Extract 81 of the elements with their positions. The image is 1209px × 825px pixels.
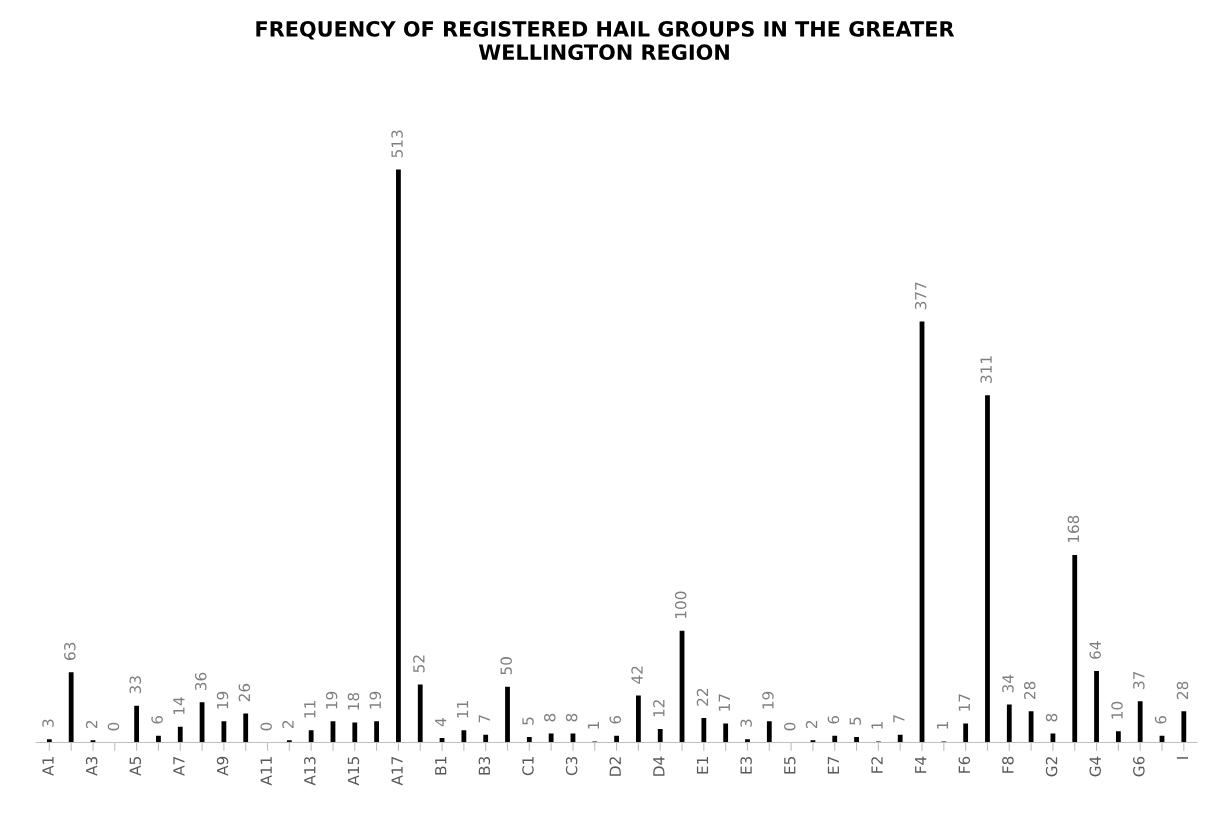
data-label: 50 (500, 657, 512, 675)
chart-title: FREQUENCY OF REGISTERED HAIL GROUPS IN THE GREATER WELLINGTON REGION (256, 20, 955, 61)
data-label: 8 (565, 713, 578, 722)
data-label: 10 (1111, 701, 1123, 719)
x-tick-label: A13 (304, 756, 316, 786)
x-tick-label: E1 (696, 757, 709, 774)
data-label: 7 (893, 715, 905, 723)
data-label: 11 (456, 701, 469, 718)
data-label: 17 (958, 694, 970, 711)
data-label: 100 (674, 591, 687, 619)
x-tick-label: A3 (85, 756, 98, 776)
x-tick-label: D2 (609, 757, 621, 776)
x-tick-label: G4 (1089, 756, 1101, 777)
x-tick-label: A17 (391, 757, 403, 786)
data-label: 2 (282, 720, 294, 729)
data-label: 28 (1023, 681, 1036, 699)
data-label: 64 (1089, 641, 1101, 659)
data-label: 19 (762, 691, 774, 709)
data-label: 2 (85, 720, 98, 729)
data-label: 2 (805, 720, 818, 729)
data-label: 8 (1045, 713, 1058, 722)
data-label: 11 (304, 701, 316, 718)
data-label: 18 (347, 692, 360, 710)
data-label: 52 (413, 655, 425, 673)
x-tick-label: B1 (435, 757, 447, 775)
data-label: 1 (936, 721, 949, 729)
x-tick-label: C1 (522, 757, 534, 776)
x-tick-label: F2 (871, 757, 883, 773)
data-label: 3 (740, 719, 752, 727)
data-label: 17 (718, 694, 730, 711)
data-label: 19 (216, 691, 229, 709)
data-label: 34 (1002, 674, 1014, 693)
x-tick-label: I (1176, 757, 1189, 759)
data-label: 26 (238, 683, 251, 702)
x-tick-label: E3 (740, 756, 752, 774)
data-label: 42 (631, 666, 643, 684)
data-label: 513 (391, 130, 403, 158)
data-label: 12 (653, 700, 665, 717)
data-label: 377 (914, 282, 927, 310)
data-label: 6 (151, 715, 163, 724)
data-label: 311 (980, 356, 992, 383)
data-label: 63 (64, 642, 76, 660)
x-tick-label: A1 (42, 757, 54, 776)
data-label: 1 (871, 721, 883, 729)
data-label: 22 (696, 688, 709, 706)
data-label: 37 (1133, 671, 1145, 689)
x-tick-label: A5 (129, 757, 142, 776)
data-label: 14 (173, 697, 185, 715)
data-label: 8 (544, 713, 556, 722)
x-tick-label: E5 (784, 757, 796, 774)
x-tick-label: E7 (827, 757, 839, 774)
x-tick-label: G2 (1045, 757, 1058, 777)
data-label: 1 (587, 721, 599, 729)
data-label: 7 (478, 715, 490, 723)
data-label: 4 (435, 718, 447, 727)
data-label: 6 (609, 715, 622, 724)
data-label: 5 (522, 717, 534, 725)
data-label: 6 (827, 715, 840, 724)
x-tick-label: F6 (958, 756, 971, 773)
x-tick-label: A7 (173, 757, 185, 776)
x-tick-label: F8 (1002, 756, 1014, 773)
data-label: 33 (129, 676, 142, 694)
x-tick-label: F4 (915, 756, 927, 773)
data-label: 0 (260, 722, 272, 731)
data-label: 0 (784, 722, 796, 731)
data-label: 19 (325, 691, 338, 709)
x-tick-label: G6 (1133, 756, 1145, 777)
data-label: 5 (849, 717, 861, 725)
data-label: 19 (369, 691, 382, 709)
data-label: 0 (107, 722, 120, 731)
x-tick-label: A15 (347, 757, 360, 786)
x-tick-label: A11 (260, 757, 272, 786)
data-label: 36 (194, 672, 207, 691)
x-tick-label: A9 (216, 756, 229, 776)
data-label: 3 (42, 719, 54, 727)
x-tick-label: D4 (653, 756, 665, 776)
x-tick-label: B3 (478, 756, 491, 775)
data-label: 28 (1176, 681, 1189, 699)
data-label: 6 (1154, 715, 1167, 724)
data-label: 168 (1067, 515, 1080, 543)
x-tick-label: C3 (565, 756, 578, 776)
